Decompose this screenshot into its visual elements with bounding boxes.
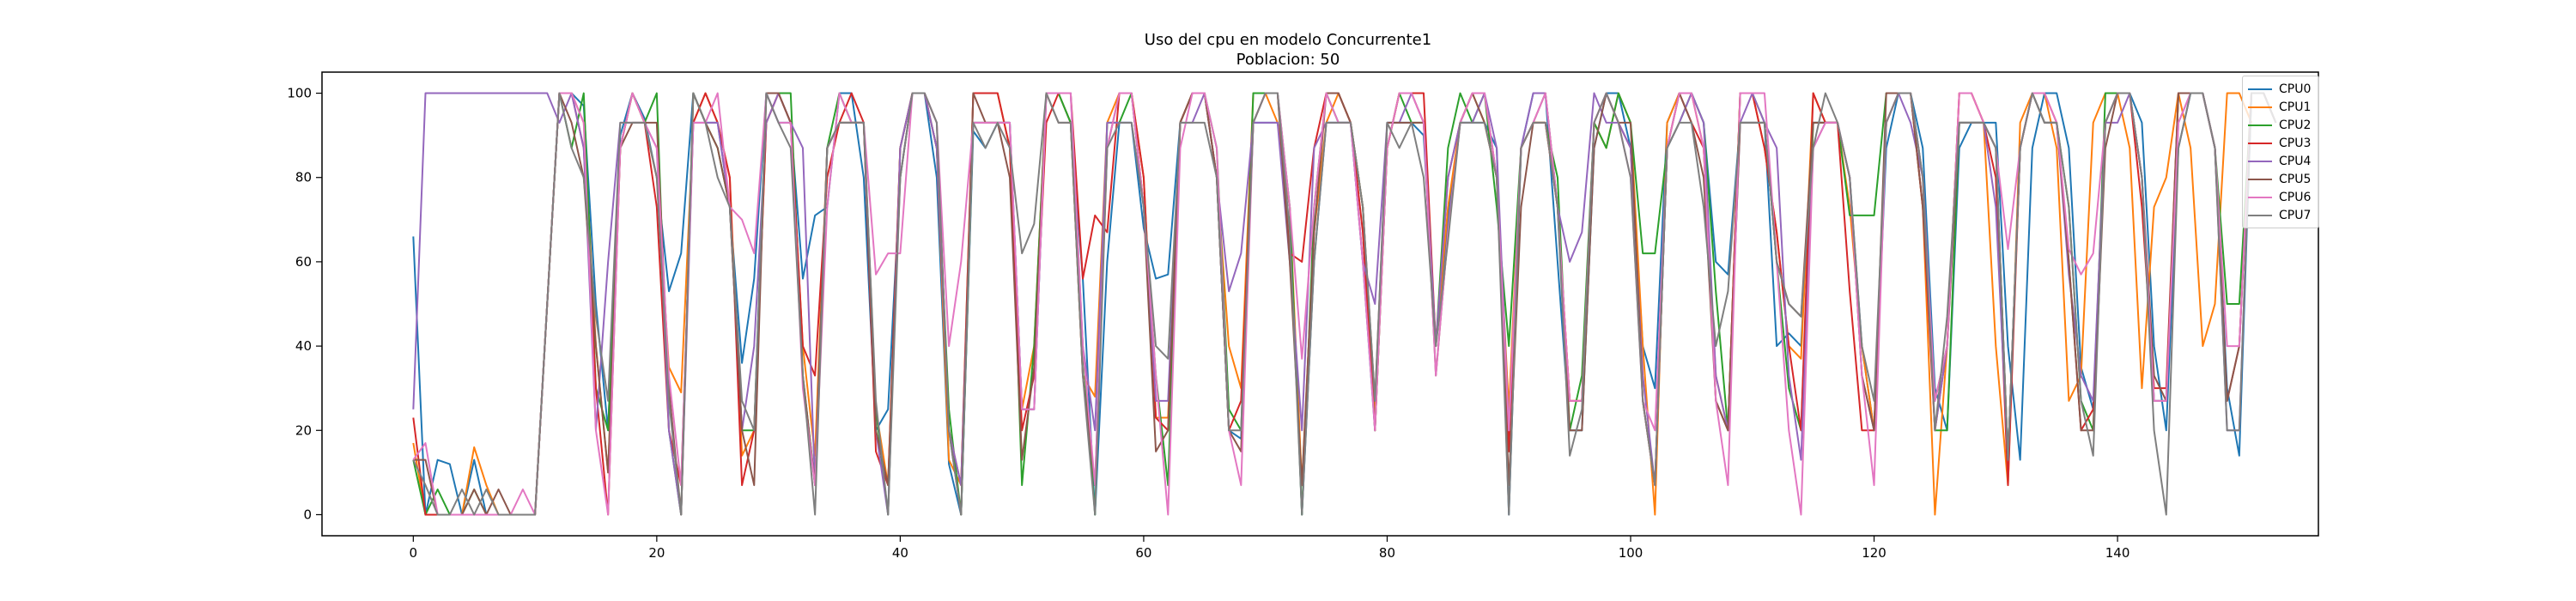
- x-tick-label: 20: [648, 545, 665, 561]
- x-tick-label: 80: [1379, 545, 1395, 561]
- legend-label: CPU7: [2279, 208, 2312, 222]
- chart-title: Uso del cpu en modelo Concurrente1: [1144, 31, 1432, 49]
- series-line-cpu7: [412, 92, 2277, 516]
- y-tick-label: 0: [303, 507, 312, 522]
- legend-item: CPU6: [2248, 188, 2313, 206]
- axes: 0 20 40 60 80 100 120 140 0 20 40 60 80 100: [287, 71, 2319, 561]
- legend-swatch: [2248, 88, 2272, 90]
- x-tick-label: 120: [1862, 545, 1886, 561]
- chart-subtitle: Poblacion: 50: [1236, 51, 1340, 69]
- y-tick-label: 40: [295, 338, 312, 354]
- legend-label: CPU1: [2279, 100, 2312, 114]
- legend-swatch: [2248, 106, 2272, 108]
- legend-item: CPU7: [2248, 206, 2313, 224]
- legend-item: CPU5: [2248, 170, 2313, 188]
- y-tick-label: 60: [295, 254, 312, 270]
- legend-swatch: [2248, 214, 2272, 216]
- legend-swatch: [2248, 160, 2272, 162]
- y-tick-label: 100: [287, 86, 312, 101]
- y-tick-label: 80: [295, 170, 312, 185]
- legend-label: CPU5: [2279, 172, 2312, 186]
- y-tick-label: 20: [295, 422, 312, 438]
- legend-item: CPU0: [2248, 80, 2313, 98]
- legend-label: CPU4: [2279, 154, 2312, 168]
- x-tick-label: 0: [410, 545, 418, 561]
- legend-item: CPU2: [2248, 116, 2313, 134]
- legend-item: CPU4: [2248, 152, 2313, 170]
- legend-label: CPU6: [2279, 190, 2312, 204]
- legend-label: CPU0: [2279, 82, 2312, 96]
- legend-label: CPU3: [2279, 136, 2312, 150]
- axes-frame: [321, 71, 2319, 537]
- legend-label: CPU2: [2279, 118, 2312, 132]
- x-tick-label: 40: [892, 545, 908, 561]
- legend-item: CPU1: [2248, 98, 2313, 116]
- x-tick-label: 140: [2105, 545, 2130, 561]
- legend-swatch: [2248, 178, 2272, 180]
- legend-swatch: [2248, 124, 2272, 126]
- series-lines: [412, 92, 2277, 516]
- x-tick-label: 60: [1135, 545, 1151, 561]
- legend-swatch: [2248, 196, 2272, 198]
- legend-swatch: [2248, 142, 2272, 144]
- x-tick-label: 100: [1619, 545, 1643, 561]
- legend: CPU0 CPU1 CPU2 CPU3 CPU4 CPU5 CPU6 CPU7: [2242, 76, 2319, 228]
- legend-item: CPU3: [2248, 134, 2313, 152]
